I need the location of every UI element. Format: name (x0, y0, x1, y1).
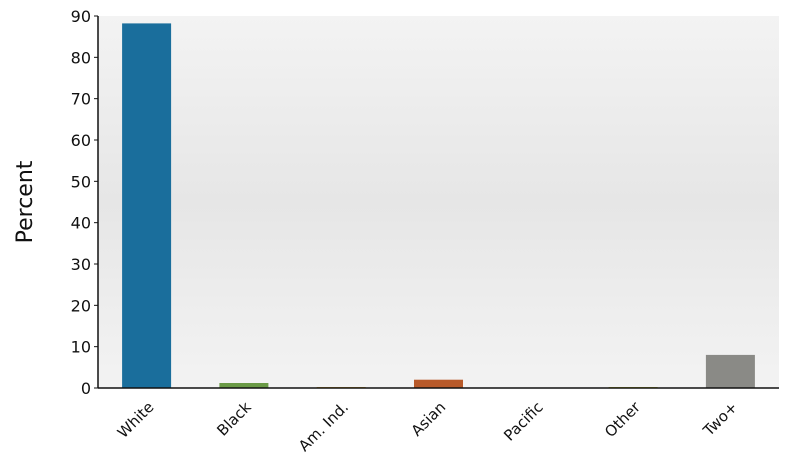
y-axis-title: Percent (13, 160, 38, 243)
x-tick-label: Two+ (699, 398, 741, 440)
x-tick-label: Asian (408, 398, 450, 440)
bars-group (122, 23, 755, 389)
x-tick-label: Pacific (500, 398, 546, 444)
y-tick-label: 90 (71, 7, 91, 26)
y-tick-label: 80 (71, 48, 91, 67)
x-tick-label: Black (213, 398, 255, 440)
y-tick-label: 10 (71, 338, 91, 357)
bar-two (705, 354, 755, 388)
y-tick-label: 40 (71, 214, 91, 233)
y-tick-label: 70 (71, 90, 91, 109)
y-tick-label: 50 (71, 172, 91, 191)
y-tick-label: 0 (81, 379, 91, 398)
x-tick-label: White (114, 398, 158, 442)
y-ticks-group: 0 10 20 30 40 50 60 70 80 90 (71, 7, 98, 398)
plot-background (98, 16, 779, 388)
x-tick-label: Am. Ind. (295, 398, 352, 455)
bar-black (219, 383, 269, 388)
bar-white (122, 23, 172, 389)
bar-asian (414, 379, 463, 388)
y-tick-label: 60 (71, 131, 91, 150)
x-labels-group: White Black Am. Ind. Asian Pacific Other Two+ (114, 398, 741, 456)
y-tick-label: 30 (71, 255, 91, 274)
y-tick-label: 20 (71, 296, 91, 315)
x-tick-label: Other (601, 398, 644, 441)
